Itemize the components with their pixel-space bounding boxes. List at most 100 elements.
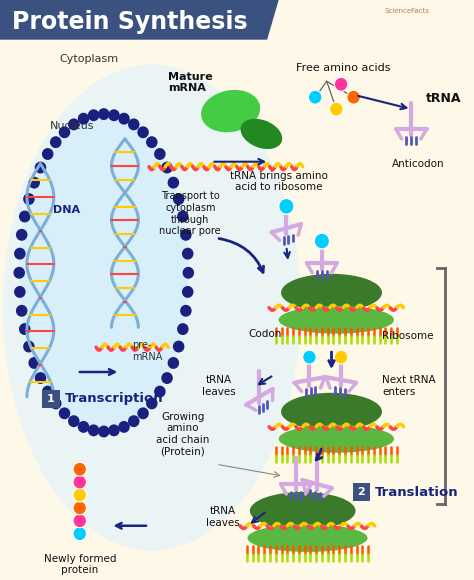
Ellipse shape	[240, 119, 282, 149]
Text: Translation: Translation	[375, 485, 458, 499]
Text: 1: 1	[47, 394, 55, 404]
Circle shape	[168, 357, 179, 369]
Circle shape	[161, 372, 173, 384]
Ellipse shape	[279, 306, 394, 334]
Circle shape	[28, 177, 40, 189]
Text: tRNA: tRNA	[426, 92, 461, 105]
Circle shape	[309, 90, 322, 104]
Circle shape	[314, 233, 329, 249]
Circle shape	[329, 102, 343, 116]
Text: tRNA
leaves: tRNA leaves	[202, 375, 236, 397]
Circle shape	[42, 386, 54, 397]
Text: pre-
mRNA: pre- mRNA	[133, 340, 163, 362]
Ellipse shape	[250, 492, 356, 530]
Circle shape	[73, 527, 86, 541]
Circle shape	[180, 305, 191, 317]
Circle shape	[347, 90, 360, 104]
Text: Anticodon: Anticodon	[392, 159, 445, 169]
Circle shape	[73, 462, 86, 476]
Circle shape	[35, 162, 46, 173]
Ellipse shape	[247, 524, 367, 552]
Text: Mature
mRNA: Mature mRNA	[168, 72, 213, 93]
Circle shape	[137, 126, 149, 138]
Circle shape	[161, 162, 173, 173]
Text: Free amino acids: Free amino acids	[296, 63, 391, 74]
Circle shape	[23, 193, 35, 205]
Circle shape	[50, 136, 62, 148]
Circle shape	[16, 305, 27, 317]
Text: Newly formed
protein: Newly formed protein	[44, 553, 116, 575]
Circle shape	[168, 177, 179, 189]
Text: tRNA
leaves: tRNA leaves	[206, 506, 240, 528]
Circle shape	[118, 421, 130, 433]
Circle shape	[146, 136, 157, 148]
Text: 2: 2	[357, 487, 365, 497]
Circle shape	[146, 397, 157, 409]
Text: Transcription: Transcription	[64, 392, 163, 405]
Text: ScienceFacts: ScienceFacts	[384, 8, 429, 14]
Circle shape	[78, 421, 89, 433]
Circle shape	[182, 248, 193, 260]
Circle shape	[59, 407, 70, 419]
Circle shape	[173, 193, 184, 205]
Circle shape	[23, 340, 35, 353]
Circle shape	[68, 118, 80, 130]
Circle shape	[154, 148, 165, 160]
Circle shape	[279, 198, 294, 214]
FancyBboxPatch shape	[353, 483, 370, 501]
Circle shape	[182, 286, 193, 298]
Circle shape	[154, 386, 165, 397]
Text: Cytoplasm: Cytoplasm	[60, 53, 118, 63]
Circle shape	[98, 108, 109, 120]
Ellipse shape	[281, 393, 382, 430]
Circle shape	[137, 407, 149, 419]
Text: DNA: DNA	[53, 205, 80, 215]
Text: Nucleus: Nucleus	[50, 121, 94, 131]
Circle shape	[19, 323, 30, 335]
Circle shape	[73, 475, 86, 489]
Circle shape	[177, 211, 189, 223]
Circle shape	[59, 126, 70, 138]
Circle shape	[14, 248, 26, 260]
Circle shape	[128, 118, 139, 130]
Text: tRNA brings amino
acid to ribosome: tRNA brings amino acid to ribosome	[230, 171, 328, 193]
Text: Next tRNA
enters: Next tRNA enters	[383, 375, 436, 397]
Circle shape	[98, 426, 109, 437]
Ellipse shape	[3, 64, 301, 550]
Circle shape	[16, 229, 27, 241]
Circle shape	[303, 350, 316, 364]
Text: Protein Synthesis: Protein Synthesis	[11, 10, 247, 34]
Circle shape	[334, 77, 348, 91]
Circle shape	[88, 109, 100, 121]
Text: Ribosome: Ribosome	[383, 331, 434, 341]
Circle shape	[88, 425, 100, 436]
Ellipse shape	[201, 90, 260, 132]
Circle shape	[182, 267, 194, 279]
Circle shape	[68, 415, 80, 427]
Circle shape	[78, 113, 89, 125]
Text: Codon: Codon	[248, 329, 281, 339]
Circle shape	[28, 357, 40, 369]
Circle shape	[35, 372, 46, 384]
Polygon shape	[0, 0, 279, 39]
Text: Growing
amino
acid chain
(Protein): Growing amino acid chain (Protein)	[156, 412, 209, 456]
Circle shape	[108, 109, 120, 121]
Ellipse shape	[279, 425, 394, 453]
Circle shape	[73, 514, 86, 528]
Circle shape	[128, 415, 139, 427]
Circle shape	[177, 323, 189, 335]
Circle shape	[19, 211, 30, 223]
Text: Transport to
cytoplasm
through
nuclear pore: Transport to cytoplasm through nuclear p…	[159, 191, 221, 236]
Ellipse shape	[19, 114, 188, 432]
Circle shape	[180, 229, 191, 241]
Circle shape	[13, 267, 25, 279]
Circle shape	[173, 340, 184, 353]
Circle shape	[73, 488, 86, 502]
Circle shape	[42, 148, 54, 160]
Ellipse shape	[281, 274, 382, 311]
Circle shape	[50, 397, 62, 409]
Circle shape	[108, 425, 120, 436]
Circle shape	[334, 350, 348, 364]
FancyBboxPatch shape	[42, 390, 60, 408]
Circle shape	[73, 501, 86, 515]
